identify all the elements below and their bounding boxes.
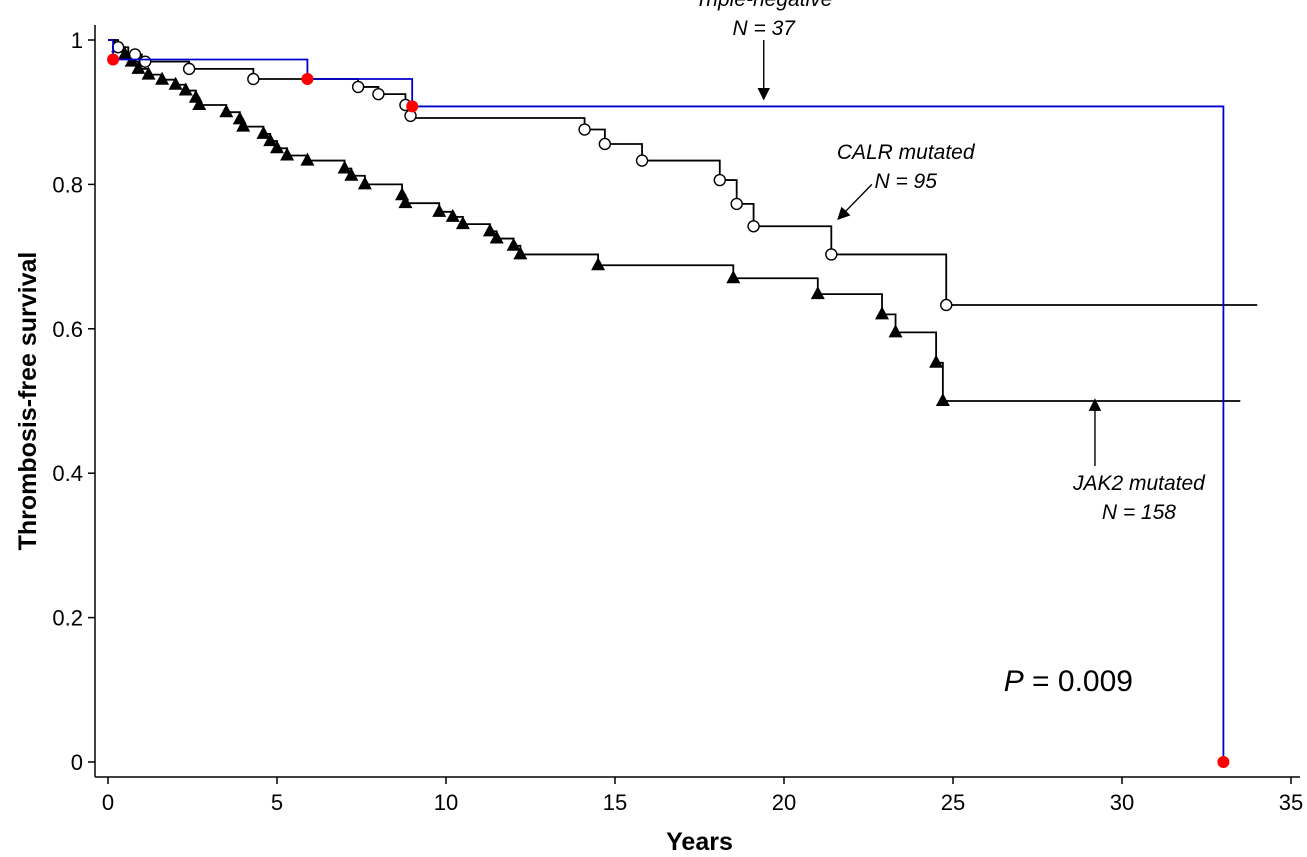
censor-marker-triangle xyxy=(117,46,132,60)
series-jak2 xyxy=(108,39,1241,406)
annotation-count: N = 158 xyxy=(1102,501,1176,524)
censor-marker-circle xyxy=(372,87,385,101)
event-marker-dot xyxy=(406,100,419,113)
censor-marker-triangle xyxy=(513,246,528,260)
x-tick-label: 0 xyxy=(102,790,114,815)
y-tick-label: 1 xyxy=(71,28,83,53)
censor-marker-triangle xyxy=(432,203,447,217)
censor-marker-circle xyxy=(578,123,591,136)
censor-marker-triangle xyxy=(935,393,950,406)
x-axis-title: Years xyxy=(666,828,733,856)
censor-marker-triangle xyxy=(482,223,497,237)
censor-marker-circle xyxy=(247,72,260,86)
censor-marker-circle xyxy=(111,41,125,54)
censor-marker-triangle xyxy=(344,167,359,181)
censor-marker-triangle xyxy=(357,176,372,190)
censor-marker-circle xyxy=(730,197,743,211)
censor-marker-triangle xyxy=(192,96,207,110)
x-tick-label: 25 xyxy=(941,790,965,815)
x-tick-label: 10 xyxy=(434,790,458,815)
censor-marker-triangle xyxy=(300,152,315,166)
y-tick-label: 0.4 xyxy=(52,461,83,486)
censor-marker-triangle xyxy=(178,82,193,96)
series-line-jak2 xyxy=(108,39,1241,402)
censor-marker-triangle xyxy=(219,104,234,118)
censor-marker-circle xyxy=(940,298,953,312)
censor-marker-triangle xyxy=(337,160,352,174)
censor-marker-circle xyxy=(128,48,142,61)
censor-marker-circle xyxy=(635,154,649,167)
event-marker-dot xyxy=(107,53,120,66)
annotation-count: N = 95 xyxy=(874,170,937,193)
annotation-label: Triple-negative xyxy=(695,0,832,11)
censor-marker-triangle xyxy=(270,140,284,154)
annotation-jak2: JAK2 mutated N = 158 xyxy=(1072,398,1206,524)
p-value-number: = 0.009 xyxy=(1024,665,1133,698)
censor-marker-triangle xyxy=(929,354,944,368)
censor-marker-triangle xyxy=(168,76,183,90)
censor-marker-circle xyxy=(598,137,612,151)
censor-marker-triangle xyxy=(131,60,146,74)
series-layer xyxy=(107,39,1258,768)
series-calr xyxy=(108,39,1258,312)
x-tick-label: 15 xyxy=(603,790,627,815)
censor-marker-circle xyxy=(351,80,365,94)
censor-marker-circle xyxy=(182,62,196,76)
p-value-label: P xyxy=(1004,665,1024,698)
annotation-label: JAK2 mutated xyxy=(1072,472,1206,495)
annotation-count: N = 37 xyxy=(732,17,796,40)
censor-marker-circle xyxy=(713,173,726,187)
censor-marker-triangle xyxy=(455,216,470,230)
censor-marker-triangle xyxy=(506,237,521,251)
censor-marker-circle xyxy=(825,248,838,261)
series-triple xyxy=(107,39,1230,768)
x-tick-label: 30 xyxy=(1110,790,1134,815)
censor-marker-triangle xyxy=(726,270,741,284)
censor-marker-triangle xyxy=(256,125,271,139)
censor-marker-triangle xyxy=(445,208,460,222)
y-axis-title: Thrombosis-free survival xyxy=(14,252,42,551)
x-ticks: 0 5 10 15 20 25 30 35 xyxy=(102,777,1303,815)
y-tick-label: 0.2 xyxy=(52,606,83,631)
annotation-arrow xyxy=(837,183,873,220)
y-ticks: 0 0.2 0.4 0.6 0.8 1 xyxy=(52,28,95,775)
censor-marker-circle xyxy=(138,55,152,68)
annotation-label: CALR mutated xyxy=(837,141,976,164)
annotation-triple: Triple-negative N = 37 xyxy=(695,0,832,101)
event-marker-dot xyxy=(301,72,314,85)
p-value-text: P = 0.009 xyxy=(1004,665,1133,698)
censor-marker-triangle xyxy=(489,230,504,244)
y-tick-label: 0.8 xyxy=(52,172,83,197)
censor-marker-triangle xyxy=(155,71,170,85)
censor-marker-triangle xyxy=(141,66,156,80)
censor-marker-triangle xyxy=(810,286,825,300)
censor-marker-circle xyxy=(747,220,760,233)
x-tick-label: 5 xyxy=(271,790,283,815)
annotation-layer: Triple-negative N = 37 CALR mutated N = 95 J… xyxy=(695,0,1206,524)
y-tick-label: 0.6 xyxy=(52,317,83,342)
censor-marker-triangle xyxy=(398,195,413,209)
censor-marker-triangle xyxy=(280,147,295,161)
x-tick-label: 20 xyxy=(772,790,796,815)
censor-marker-triangle xyxy=(875,306,890,320)
censor-marker-triangle xyxy=(236,118,251,132)
censor-marker-triangle xyxy=(888,324,903,338)
x-tick-label: 35 xyxy=(1279,790,1303,815)
axes: 0 5 10 15 20 25 30 35 0 0.2 0.4 0.6 0.8 1 xyxy=(52,25,1303,815)
annotation-calr: CALR mutated N = 95 xyxy=(837,141,976,220)
event-marker-dot xyxy=(1217,756,1230,768)
censor-marker-triangle xyxy=(591,257,606,271)
censor-marker-triangle xyxy=(263,133,278,147)
y-tick-label: 0 xyxy=(71,750,83,775)
